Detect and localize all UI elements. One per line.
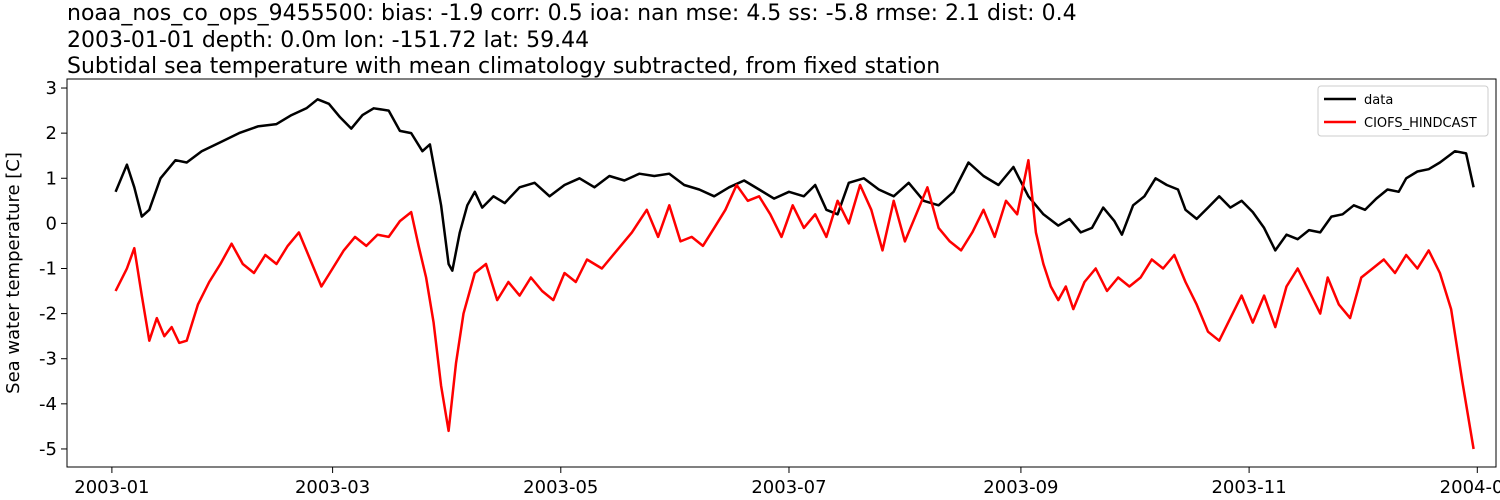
y-tick-label: -4 (39, 394, 57, 415)
legend-label: CIOFS_HINDCAST (1364, 116, 1477, 131)
y-axis-label: Sea water temperature [C] (3, 152, 24, 394)
y-tick-label: 3 (46, 78, 57, 99)
legend-label: data (1364, 93, 1393, 108)
chart-title-line-3: Subtidal sea temperature with mean clima… (67, 54, 941, 79)
y-tick-label: 0 (46, 213, 57, 234)
x-tick-label: 2003-05 (523, 477, 598, 498)
y-tick-label: -3 (39, 349, 57, 370)
y-tick-label: -2 (39, 304, 57, 325)
x-tick-label: 2003-11 (1211, 477, 1286, 498)
x-tick-label: 2003-09 (983, 477, 1058, 498)
chart-title-line-2: 2003-01-01 depth: 0.0m lon: -151.72 lat:… (67, 28, 590, 53)
x-tick-label: 2003-03 (295, 477, 370, 498)
plot-frame (66, 78, 1497, 468)
legend-box (1317, 85, 1489, 137)
x-tick-label: 2004-01 (1440, 477, 1500, 498)
y-tick-label: -5 (39, 439, 57, 460)
chart-title-line-1: noaa_nos_co_ops_9455500: bias: -1.9 corr… (67, 1, 1077, 26)
y-tick-label: 1 (46, 168, 57, 189)
y-tick-label: 2 (46, 123, 57, 144)
y-tick-label: -1 (39, 258, 57, 279)
series-line-data (114, 98, 1475, 272)
x-tick-label: 2003-01 (74, 477, 149, 498)
x-tick-label: 2003-07 (751, 477, 826, 498)
series-line-ciofs-hindcast (114, 158, 1475, 450)
chart-legend: data CIOFS_HINDCAST (1317, 85, 1489, 137)
